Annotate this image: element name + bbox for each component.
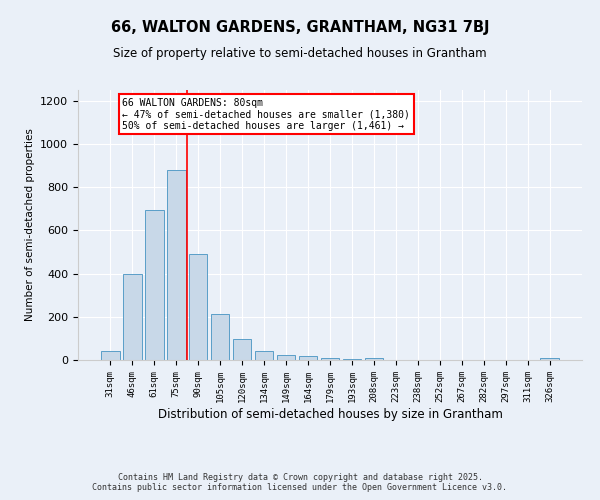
Text: 66, WALTON GARDENS, GRANTHAM, NG31 7BJ: 66, WALTON GARDENS, GRANTHAM, NG31 7BJ: [111, 20, 489, 35]
Text: 66 WALTON GARDENS: 80sqm
← 47% of semi-detached houses are smaller (1,380)
50% o: 66 WALTON GARDENS: 80sqm ← 47% of semi-d…: [122, 98, 410, 131]
X-axis label: Distribution of semi-detached houses by size in Grantham: Distribution of semi-detached houses by …: [158, 408, 502, 420]
Bar: [320, 358, 340, 360]
Bar: [123, 274, 142, 360]
Text: Size of property relative to semi-detached houses in Grantham: Size of property relative to semi-detach…: [113, 48, 487, 60]
Bar: [167, 170, 185, 360]
Bar: [365, 358, 383, 360]
Bar: [145, 210, 164, 360]
Bar: [255, 351, 274, 360]
Bar: [233, 340, 251, 360]
Y-axis label: Number of semi-detached properties: Number of semi-detached properties: [25, 128, 35, 322]
Bar: [189, 254, 208, 360]
Text: Contains HM Land Registry data © Crown copyright and database right 2025.
Contai: Contains HM Land Registry data © Crown c…: [92, 473, 508, 492]
Bar: [277, 354, 295, 360]
Bar: [211, 314, 229, 360]
Bar: [101, 352, 119, 360]
Bar: [299, 356, 317, 360]
Bar: [541, 358, 559, 360]
